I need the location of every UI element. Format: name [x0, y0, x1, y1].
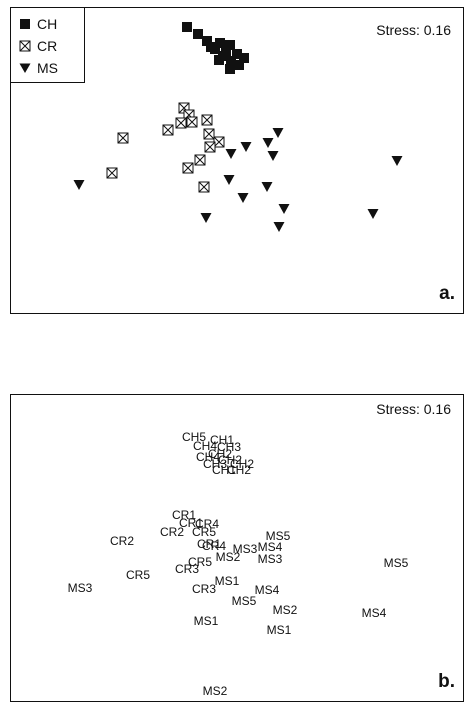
point-cr: [175, 117, 187, 129]
point-cr: [182, 162, 194, 174]
point-label: CH4: [196, 450, 220, 464]
point-label: CR5: [192, 525, 216, 539]
point-ch: [225, 64, 235, 74]
legend-item-ch: CH: [19, 14, 57, 34]
point-label: CR4: [202, 539, 226, 553]
point-cr: [201, 114, 213, 126]
point-label: CH4: [193, 439, 217, 453]
nmds-plot-a: CH CR MS Stress: 0.16 a.: [10, 7, 464, 314]
point-label: MS4: [362, 606, 387, 620]
panel-label: a.: [439, 283, 455, 304]
point-label: CH1: [212, 463, 236, 477]
point-label: CR3: [175, 562, 199, 576]
stress-value: Stress: 0.16: [376, 22, 451, 38]
point-label: CH2: [227, 463, 251, 477]
point-label: MS1: [267, 623, 292, 637]
point-label: CR3: [192, 582, 216, 596]
point-ms: [278, 204, 290, 214]
point-ms: [200, 213, 212, 223]
scatter-plot-a: [73, 22, 403, 232]
point-label: MS3: [258, 552, 283, 566]
nmds-plot-b: Stress: 0.16 CH5 CH1 CH4 CH3 CH2 CH4 CH2 CH3 CH2…: [10, 394, 464, 702]
point-ch: [225, 40, 235, 50]
point-label: CR1: [172, 508, 196, 522]
point-ms: [272, 128, 284, 138]
point-cr: [117, 132, 129, 144]
crossed-square-icon: [19, 40, 31, 52]
point-cr: [198, 181, 210, 193]
point-ch: [206, 42, 216, 52]
point-ch: [232, 49, 242, 59]
point-ms: [367, 209, 379, 219]
point-label: CR5: [126, 568, 150, 582]
point-label: CR5: [188, 555, 212, 569]
point-cr: [194, 154, 206, 166]
point-label: MS4: [258, 540, 283, 554]
point-label: MS3: [68, 581, 93, 595]
legend-item-cr: CR: [19, 36, 57, 56]
point-cr: [203, 128, 215, 140]
point-ms: [73, 180, 85, 190]
legend-label: MS: [37, 60, 58, 76]
point-ms: [240, 142, 252, 152]
legend-label: CH: [37, 16, 58, 32]
point-ch: [214, 55, 224, 65]
point-label: MS5: [232, 594, 257, 608]
point-label: CR2: [110, 534, 134, 548]
point-ms: [262, 138, 274, 148]
point-label: MS4: [255, 583, 280, 597]
stress-value: Stress: 0.16: [376, 401, 451, 417]
point-label: CH2: [208, 447, 232, 461]
point-label: CH3: [203, 457, 227, 471]
point-ms: [223, 175, 235, 185]
point-label: CR1: [197, 537, 221, 551]
point-label: MS2: [273, 603, 298, 617]
point-ch: [215, 38, 225, 48]
point-label: CR4: [195, 517, 219, 531]
point-label: CH2: [230, 457, 254, 471]
point-label: MS2: [203, 684, 228, 698]
point-ms: [273, 222, 285, 232]
down-triangle-icon: [19, 63, 31, 73]
point-label: CH2: [218, 453, 242, 467]
filled-square-icon: [20, 19, 30, 29]
point-label: MS5: [266, 529, 291, 543]
point-ch: [182, 22, 192, 32]
point-ms: [267, 151, 279, 161]
point-cr: [186, 116, 198, 128]
legend-item-ms: MS: [19, 58, 58, 78]
legend: CH CR MS: [11, 8, 85, 83]
point-label: MS1: [194, 614, 219, 628]
point-ch: [239, 53, 249, 63]
point-ms: [225, 149, 237, 159]
point-label: CH3: [217, 440, 241, 454]
panel-label: b.: [438, 671, 455, 692]
point-ms: [237, 193, 249, 203]
point-label: MS3: [233, 542, 258, 556]
point-label: CR1: [179, 516, 203, 530]
legend-label: CR: [37, 38, 58, 54]
point-cr: [204, 141, 216, 153]
point-ch: [234, 60, 244, 70]
point-ch: [193, 29, 203, 39]
point-label: CR2: [160, 525, 184, 539]
point-ch: [202, 36, 212, 46]
point-ms: [391, 156, 403, 166]
point-cr: [162, 124, 174, 136]
point-ch: [226, 56, 236, 66]
point-label: MS5: [384, 556, 409, 570]
point-label: MS2: [216, 550, 241, 564]
point-ms: [261, 182, 273, 192]
point-label: MS1: [215, 574, 240, 588]
point-cr: [106, 167, 118, 179]
point-label: CH1: [210, 433, 234, 447]
point-label: CH5: [182, 430, 206, 444]
